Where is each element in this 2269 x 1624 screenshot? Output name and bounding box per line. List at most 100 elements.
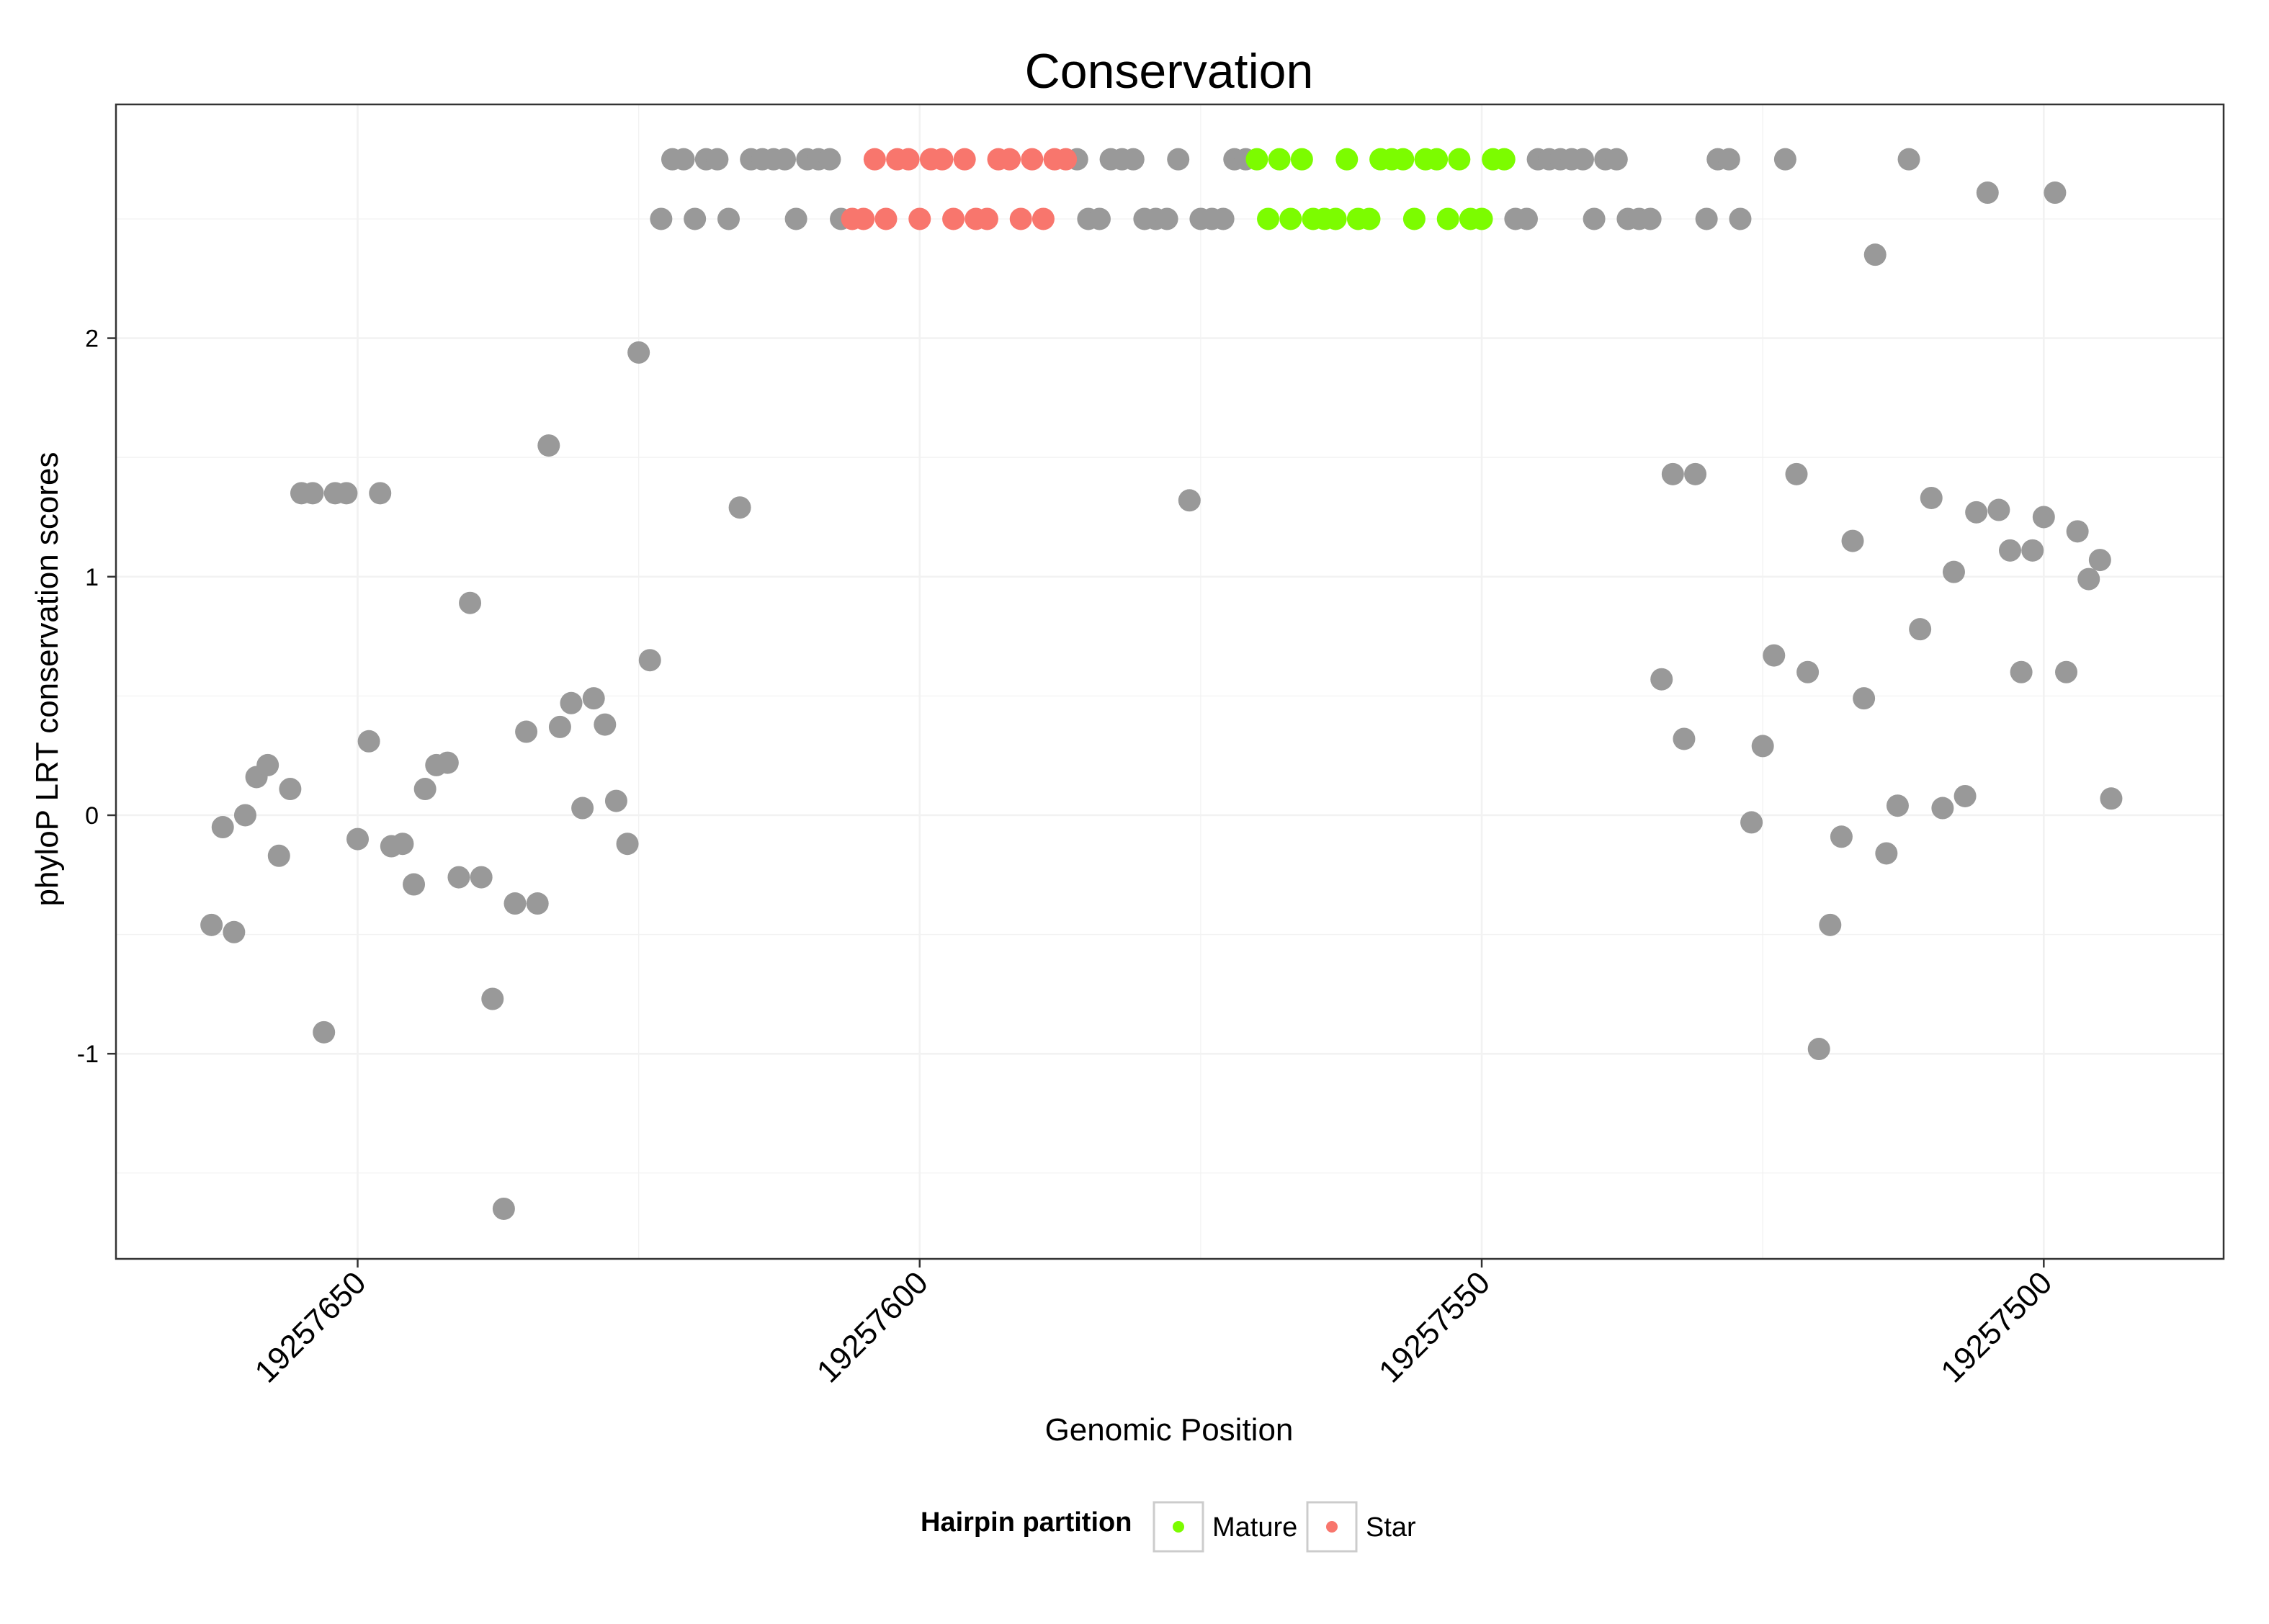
data-point-other xyxy=(335,482,358,505)
data-point-star xyxy=(975,207,998,230)
data-point-other xyxy=(470,866,493,889)
data-point-other xyxy=(616,833,639,856)
data-point-star xyxy=(1009,207,1032,230)
data-point-other xyxy=(2021,539,2044,562)
data-point-other xyxy=(1931,797,1954,820)
data-point-star xyxy=(897,148,920,171)
data-point-other xyxy=(1987,498,2010,521)
data-point-other xyxy=(413,778,437,801)
data-point-mature xyxy=(1358,207,1381,230)
data-points xyxy=(200,148,2123,1220)
data-point-other xyxy=(1863,243,1887,266)
data-point-mature xyxy=(1290,148,1313,171)
data-point-other xyxy=(2077,567,2100,591)
data-point-other xyxy=(594,713,617,736)
data-point-other xyxy=(223,920,246,943)
data-point-mature xyxy=(1436,207,1459,230)
data-point-other xyxy=(1122,148,1145,171)
data-point-other xyxy=(1751,735,1774,758)
data-point-other xyxy=(1717,148,1740,171)
y-axis-label: phyloP LRT conservation scores xyxy=(30,452,65,906)
series-mature xyxy=(1245,148,1516,230)
data-point-other xyxy=(818,148,841,171)
data-point-mature xyxy=(1470,207,1493,230)
data-point-other xyxy=(459,591,482,614)
data-point-star xyxy=(942,207,965,230)
data-point-other xyxy=(1909,618,1932,641)
data-point-other xyxy=(1897,148,1920,171)
data-point-other xyxy=(1673,727,1696,750)
data-point-star xyxy=(874,207,898,230)
data-point-other xyxy=(1773,148,1796,171)
data-point-star xyxy=(1021,148,1044,171)
y-tick-label: 2 xyxy=(85,326,99,353)
data-point-other xyxy=(2088,549,2111,572)
data-point-other xyxy=(1740,811,1763,834)
data-point-star xyxy=(1055,148,1078,171)
data-point-star xyxy=(953,148,976,171)
data-point-mature xyxy=(1492,148,1516,171)
data-point-other xyxy=(211,816,234,839)
legend: Hairpin partition Mature Star xyxy=(921,1501,1416,1553)
data-point-other xyxy=(548,715,571,738)
data-point-other xyxy=(717,207,740,230)
data-point-mature xyxy=(1257,207,1280,230)
panel-border xyxy=(115,103,2225,1260)
data-point-other xyxy=(1819,913,1842,936)
data-point-mature xyxy=(1245,148,1268,171)
data-point-other xyxy=(313,1020,336,1044)
data-point-other xyxy=(1661,462,1684,485)
gridlines xyxy=(116,104,2224,1259)
series-star xyxy=(841,148,1078,230)
data-point-other xyxy=(1155,207,1178,230)
data-point-mature xyxy=(1268,148,1291,171)
data-point-star xyxy=(908,207,931,230)
data-point-other xyxy=(357,730,380,753)
data-point-other xyxy=(728,496,751,519)
data-point-other xyxy=(650,207,673,230)
y-tick-label: 1 xyxy=(85,564,99,591)
data-point-other xyxy=(279,778,302,801)
data-point-other xyxy=(774,148,797,171)
data-point-other xyxy=(391,833,414,856)
data-point-other xyxy=(1853,687,1876,710)
legend-key-dot xyxy=(1326,1521,1338,1533)
data-point-other xyxy=(346,827,370,851)
legend-entry-mature: Mature xyxy=(1153,1501,1297,1553)
data-point-star xyxy=(998,148,1021,171)
data-point-other xyxy=(1729,207,1752,230)
data-point-other xyxy=(1830,825,1853,848)
data-point-mature xyxy=(1402,207,1426,230)
data-point-other xyxy=(1639,207,1662,230)
legend-entry-star: Star xyxy=(1306,1501,1416,1553)
data-point-other xyxy=(233,804,256,827)
data-point-mature xyxy=(1392,148,1415,171)
data-point-star xyxy=(852,207,875,230)
data-point-other xyxy=(672,148,695,171)
legend-title: Hairpin partition xyxy=(921,1507,1132,1538)
data-point-star xyxy=(863,148,886,171)
data-point-other xyxy=(481,987,504,1010)
data-point-other xyxy=(1920,486,1943,509)
data-point-other xyxy=(571,797,594,820)
panel-background xyxy=(116,104,2224,1259)
data-point-other xyxy=(256,753,279,776)
data-point-other xyxy=(1167,148,1190,171)
data-point-other xyxy=(1965,501,1988,524)
data-point-other xyxy=(1796,660,1820,683)
data-point-other xyxy=(2044,181,2067,205)
data-point-other xyxy=(560,691,583,714)
data-point-other xyxy=(1998,539,2021,562)
data-point-mature xyxy=(1324,207,1347,230)
data-point-other xyxy=(582,687,605,710)
legend-key-dot xyxy=(1173,1521,1184,1533)
data-point-other xyxy=(1942,560,1965,583)
data-point-other xyxy=(301,482,324,505)
data-point-other xyxy=(403,873,426,896)
data-point-other xyxy=(1212,207,1235,230)
data-point-other xyxy=(684,207,707,230)
data-point-other xyxy=(200,913,223,936)
series-other xyxy=(200,148,2123,1220)
data-point-other xyxy=(1695,207,1718,230)
